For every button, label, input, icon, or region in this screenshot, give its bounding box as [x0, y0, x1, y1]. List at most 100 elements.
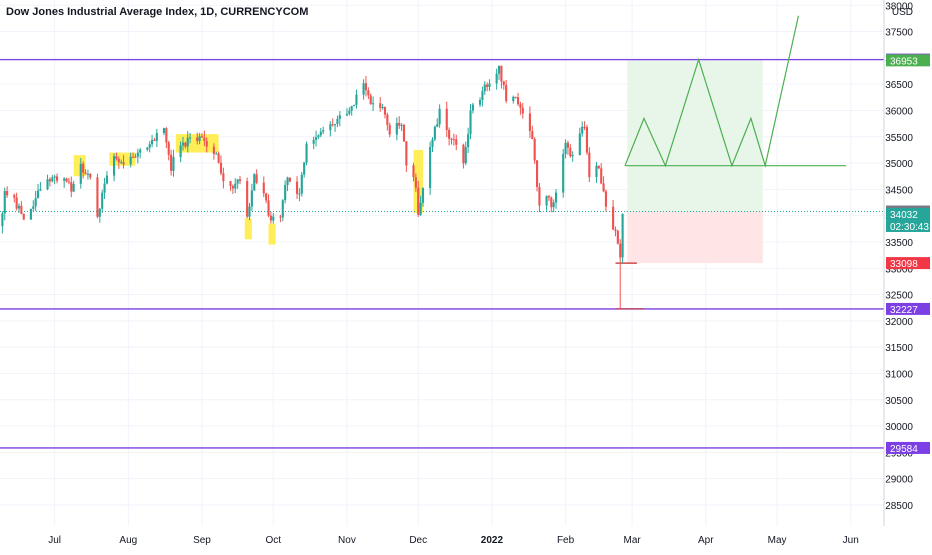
candle-body — [419, 202, 422, 215]
candle-body — [381, 107, 384, 109]
candle-body — [464, 147, 467, 164]
candle-body — [621, 213, 624, 258]
y-tick-label: 35000 — [885, 159, 913, 170]
candle-body — [120, 162, 123, 164]
candle-body — [129, 156, 132, 165]
candle-body — [303, 162, 306, 175]
candle-body — [253, 174, 256, 191]
candle-body — [112, 156, 116, 176]
y-tick-label: 35500 — [885, 133, 913, 144]
candle-body — [117, 158, 120, 163]
candle-body — [198, 136, 201, 141]
candle-body — [516, 97, 520, 105]
candle-body — [348, 110, 351, 114]
candle-body — [467, 134, 470, 148]
candle-body — [431, 139, 434, 147]
candle-body — [84, 172, 87, 175]
candle-body — [619, 243, 622, 258]
candle-body — [400, 124, 403, 126]
candle-body — [486, 84, 489, 87]
candle-body — [538, 187, 541, 206]
candle-body — [398, 122, 401, 126]
candle-body — [445, 108, 448, 130]
candle-body — [122, 162, 125, 165]
y-tick-label: 33500 — [885, 238, 913, 249]
candle-body — [429, 146, 432, 188]
candle-body — [272, 216, 275, 221]
x-tick-label: Jun — [843, 535, 859, 546]
candle-body — [614, 229, 617, 232]
candle-body — [46, 179, 49, 190]
candle-body — [369, 95, 372, 105]
candle-body — [155, 133, 158, 141]
candle-body — [414, 177, 417, 188]
candle-body — [295, 181, 299, 194]
candle-body — [528, 113, 531, 131]
candle-body — [236, 179, 239, 184]
y-tick-label: 30500 — [885, 396, 913, 407]
candle-body — [231, 185, 234, 189]
highlight-zone — [244, 218, 252, 240]
candle-body — [101, 192, 104, 209]
candle-body — [317, 135, 320, 138]
candle-body — [578, 133, 581, 156]
candle-body — [533, 138, 536, 161]
candle-body — [212, 146, 215, 154]
candle-body — [322, 130, 325, 132]
candle-body — [172, 157, 175, 171]
candle-body — [331, 124, 334, 126]
y-tick-label: 37500 — [885, 28, 913, 39]
x-tick-label: Feb — [557, 535, 575, 546]
candle-body — [170, 154, 173, 171]
candle-body — [386, 114, 389, 126]
candle-body — [412, 165, 415, 178]
candle-body — [402, 124, 406, 142]
candle-body — [55, 176, 59, 181]
candle-body — [353, 104, 356, 107]
profit-zone — [627, 60, 763, 212]
candle-body — [552, 202, 555, 208]
candle-body — [588, 152, 591, 178]
candle-body — [379, 103, 382, 108]
candle-body — [29, 208, 32, 220]
candle-body — [265, 193, 268, 201]
candle-body — [512, 96, 515, 102]
y-tick-label: 30000 — [885, 422, 913, 433]
y-tick-label: 32000 — [885, 317, 913, 328]
candle-body — [298, 193, 301, 195]
candle-body — [22, 213, 25, 220]
candle-body — [219, 162, 223, 174]
candle-body — [279, 216, 282, 218]
candle-body — [162, 128, 166, 134]
candle-body — [184, 142, 187, 147]
candle-body — [267, 200, 270, 216]
candle-body — [488, 83, 491, 87]
candle-body — [612, 206, 615, 230]
candle-body — [319, 131, 322, 136]
level-badge-bg — [886, 302, 930, 315]
y-tick-label: 33000 — [885, 264, 913, 275]
candle-body — [336, 118, 339, 124]
candle-body — [32, 206, 35, 209]
candle-body — [550, 197, 553, 208]
y-tick-label: 29000 — [885, 475, 913, 486]
candle-body — [521, 107, 524, 114]
candle-body — [388, 125, 391, 135]
candle-body — [450, 138, 453, 140]
candle-body — [86, 173, 89, 175]
x-tick-label: Sep — [193, 535, 211, 546]
candle-body — [255, 174, 258, 183]
candle-body — [495, 73, 498, 84]
candle-body — [452, 139, 455, 141]
candle-body — [569, 147, 572, 157]
candle-body — [1, 213, 4, 227]
candle-body — [148, 144, 151, 148]
price-badge-countdown: 02:30:43 — [890, 222, 929, 233]
candle-body — [547, 196, 551, 198]
candle-body — [405, 141, 408, 166]
candle-body — [481, 91, 484, 101]
candle-body — [367, 90, 370, 96]
candle-body — [179, 145, 182, 158]
